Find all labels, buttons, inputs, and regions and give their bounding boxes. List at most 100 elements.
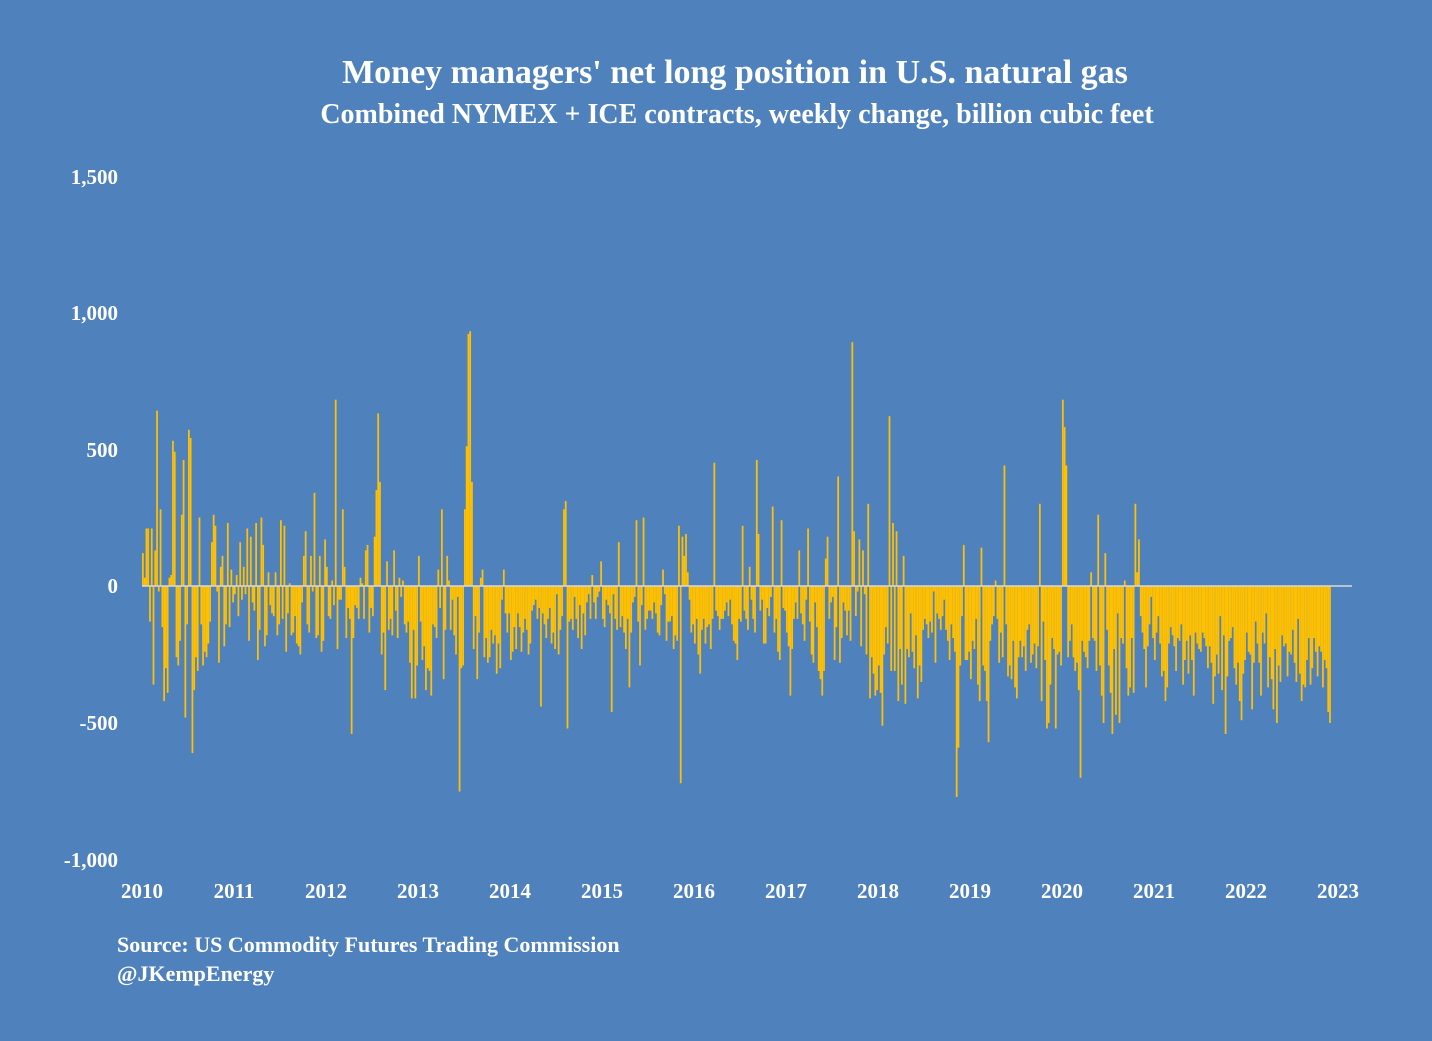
bar [481, 569, 484, 586]
bar [1221, 586, 1223, 691]
bar [900, 586, 903, 685]
x-tick-label: 2023 [1317, 879, 1359, 903]
bar [1261, 586, 1264, 633]
bar [182, 459, 185, 586]
bar [458, 586, 461, 792]
bar [258, 586, 261, 630]
bar [1109, 586, 1112, 693]
bar [1136, 572, 1139, 586]
bar [784, 586, 786, 611]
bar [856, 586, 859, 592]
bar [1214, 586, 1216, 677]
bar [978, 586, 981, 702]
bar [754, 586, 756, 633]
bar [941, 586, 944, 617]
y-tick-label: 500 [86, 438, 119, 462]
bar [824, 558, 827, 586]
bar [246, 528, 249, 586]
bar [639, 586, 641, 666]
bar [1092, 586, 1094, 639]
bar [773, 586, 776, 633]
bar [1169, 586, 1172, 628]
bar [165, 586, 167, 669]
bar [897, 586, 900, 702]
bar [1161, 586, 1163, 677]
bar [605, 586, 608, 600]
bar [1302, 586, 1305, 685]
bar [923, 586, 926, 619]
bar [1090, 572, 1093, 586]
bar [142, 553, 144, 586]
bar [416, 586, 418, 666]
bar [279, 520, 282, 586]
bar [1314, 586, 1317, 652]
bar [952, 586, 955, 639]
bar [1157, 586, 1160, 617]
bar [1007, 586, 1009, 677]
bar [899, 586, 901, 650]
bar [391, 586, 394, 636]
bar [1203, 586, 1206, 639]
bar [727, 586, 730, 617]
bar [1320, 586, 1323, 652]
bar [1322, 586, 1324, 688]
bar [460, 586, 463, 669]
bar [686, 572, 689, 586]
bar [1134, 503, 1137, 586]
author-handle: @JKempEnergy [117, 961, 275, 986]
bar [361, 583, 364, 586]
bar [324, 539, 326, 586]
bar [862, 550, 864, 586]
bar [333, 586, 335, 606]
bar [1132, 586, 1135, 693]
bar [334, 399, 337, 586]
bar [656, 586, 659, 633]
bar [693, 586, 696, 644]
bar [448, 580, 450, 586]
bar [522, 586, 525, 633]
bar [1173, 586, 1176, 647]
bar [387, 586, 390, 630]
bar [1056, 586, 1059, 655]
bar [762, 586, 765, 644]
bar [996, 586, 999, 619]
bar [814, 586, 817, 603]
bar [966, 586, 969, 660]
bar [954, 586, 956, 652]
bar [287, 586, 289, 614]
bar [709, 586, 712, 650]
bar [1291, 586, 1294, 630]
bar [223, 586, 226, 647]
bar [184, 586, 187, 718]
bar [1049, 586, 1052, 685]
bar [755, 459, 758, 586]
bar [207, 586, 210, 644]
bar [720, 586, 723, 619]
bar [1042, 586, 1045, 622]
x-tick-label: 2010 [121, 879, 163, 903]
bar [766, 586, 769, 608]
bar [251, 586, 254, 603]
bar [1047, 586, 1050, 723]
bar [782, 586, 785, 608]
bar [363, 586, 365, 619]
bar [421, 586, 424, 660]
bar [1102, 586, 1105, 723]
bar [679, 586, 682, 784]
bar [478, 586, 480, 633]
bar [674, 586, 677, 636]
bar [211, 542, 213, 586]
bar [1184, 586, 1186, 660]
bar [370, 586, 372, 608]
bar [371, 586, 374, 617]
bar [1015, 586, 1018, 699]
bar [778, 586, 781, 660]
bar [1245, 586, 1248, 633]
bar [384, 586, 387, 691]
bar [1251, 586, 1254, 710]
bar [757, 533, 760, 586]
x-tick-label: 2011 [213, 879, 255, 903]
bar [1107, 586, 1110, 666]
bar [879, 586, 882, 693]
bar [1276, 586, 1278, 723]
